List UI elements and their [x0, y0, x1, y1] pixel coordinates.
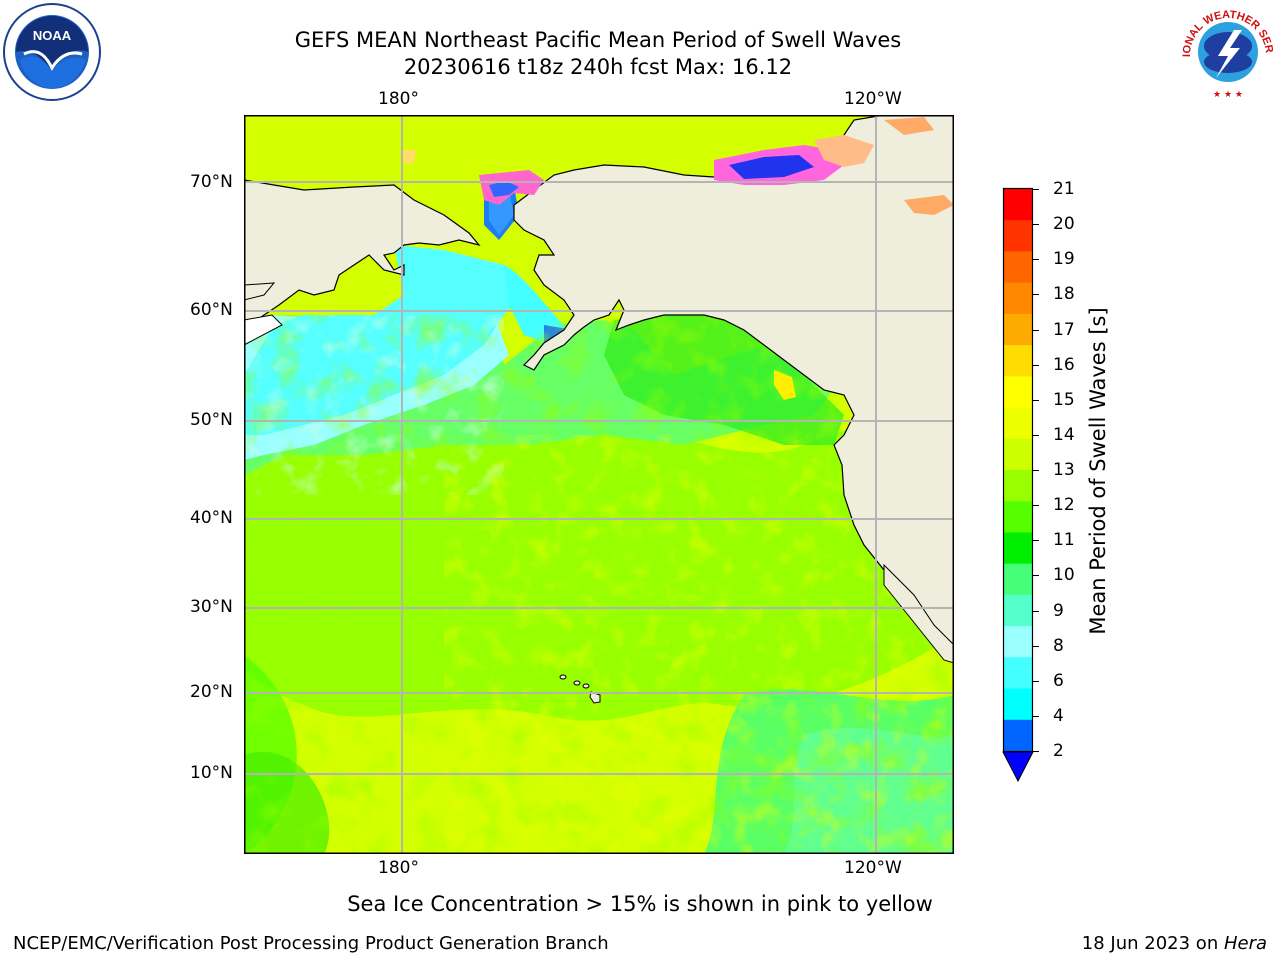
colorbar-tick	[1033, 224, 1039, 226]
colorbar-tick	[1033, 575, 1039, 577]
colorbar-tick-label: 8	[1053, 635, 1064, 656]
colorbar-tick	[1033, 505, 1039, 507]
colorbar-segment	[1004, 719, 1032, 752]
colorbar-tick-label: 2	[1053, 741, 1064, 761]
colorbar-tick-label: 4	[1053, 705, 1064, 726]
colorbar-segment	[1004, 282, 1032, 315]
colorbar-tick-label: 18	[1053, 284, 1075, 305]
colorbar-label: Mean Period of Swell Waves [s]	[1086, 307, 1110, 635]
map-gridlines	[244, 115, 954, 854]
colorbar-segment	[1004, 501, 1032, 533]
colorbar-segment	[1004, 626, 1032, 658]
colorbar-segment	[1004, 407, 1032, 440]
colorbar-tick-label: 9	[1053, 600, 1064, 621]
lon-label-bottom-180: 180°	[378, 858, 419, 878]
lat-label-30n: 30°N	[190, 597, 233, 617]
footer-date-text: 18 Jun 2023 on	[1081, 933, 1224, 954]
lat-label-60n: 60°N	[190, 300, 233, 320]
colorbar-segment	[1004, 470, 1032, 502]
sea-ice-note: Sea Ice Concentration > 15% is shown in …	[347, 892, 933, 916]
colorbar-tick	[1033, 751, 1039, 752]
footer-credit: NCEP/EMC/Verification Post Processing Pr…	[13, 933, 609, 954]
lon-label-top-180: 180°	[378, 89, 419, 109]
map-subtitle: 20230616 t18z 240h fcst Max: 16.12	[403, 55, 793, 79]
colorbar-tick-label: 12	[1053, 495, 1075, 516]
colorbar-segment	[1004, 313, 1032, 346]
colorbar-segment	[1004, 563, 1032, 596]
colorbar-tick	[1033, 434, 1039, 436]
colorbar-tick	[1033, 470, 1039, 471]
nws-logo: NATIONAL WEATHER SERVICE ★ ★ ★	[1178, 2, 1276, 100]
colorbar-segment	[1004, 251, 1032, 284]
colorbar-tick	[1033, 540, 1039, 542]
lat-label-70n: 70°N	[190, 172, 233, 192]
colorbar-segment	[1004, 594, 1032, 627]
colorbar-segment	[1004, 220, 1032, 252]
lat-label-20n: 20°N	[190, 682, 233, 702]
colorbar-segment	[1004, 189, 1032, 221]
colorbar-tick-label: 20	[1053, 214, 1075, 235]
colorbar-tick-label: 6	[1053, 670, 1064, 691]
colorbar-tick-label: 11	[1053, 530, 1075, 551]
colorbar-tick-label: 19	[1053, 249, 1075, 270]
colorbar-segment	[1004, 438, 1032, 471]
colorbar-tick	[1033, 399, 1039, 401]
colorbar-tick-label: 13	[1053, 460, 1075, 480]
colorbar-segment	[1004, 532, 1032, 565]
lat-label-10n: 10°N	[190, 763, 233, 783]
colorbar-tick	[1033, 329, 1039, 331]
colorbar-segment	[1004, 345, 1032, 377]
lat-label-40n: 40°N	[190, 508, 233, 528]
lon-label-top-120w: 120°W	[844, 89, 902, 109]
colorbar-tick	[1033, 259, 1039, 261]
colorbar-tick	[1033, 680, 1039, 682]
svg-text:★ ★ ★: ★ ★ ★	[1213, 90, 1243, 100]
colorbar-tick	[1033, 294, 1039, 296]
colorbar-segment	[1004, 688, 1032, 721]
map-title: GEFS MEAN Northeast Pacific Mean Period …	[294, 28, 902, 52]
colorbar-tick-label: 21	[1053, 179, 1075, 199]
colorbar-segment	[1004, 657, 1032, 690]
colorbar	[1002, 187, 1034, 783]
colorbar-tick	[1033, 610, 1039, 612]
hawaii-islands	[559, 674, 601, 704]
swell-period-map	[244, 115, 954, 854]
colorbar-extend-triangle	[1002, 751, 1034, 783]
noaa-logo: NOAA	[3, 3, 101, 101]
colorbar-tick-label: 17	[1053, 319, 1075, 340]
colorbar-tick	[1033, 715, 1039, 717]
colorbar-tick-label: 10	[1053, 565, 1075, 586]
colorbar-tick-label: 14	[1053, 424, 1075, 445]
colorbar-segment	[1004, 376, 1032, 409]
colorbar-tick-label: 16	[1053, 354, 1075, 375]
footer-date: 18 Jun 2023 on Hera	[1082, 933, 1267, 954]
colorbar-tick	[1033, 189, 1039, 190]
colorbar-tick	[1033, 364, 1039, 366]
colorbar-tick-label: 15	[1053, 389, 1075, 410]
footer-host: Hera	[1223, 933, 1267, 954]
noaa-logo-text: NOAA	[33, 28, 72, 43]
colorbar-tick	[1033, 645, 1039, 647]
lat-label-50n: 50°N	[190, 410, 233, 430]
lon-label-bottom-120w: 120°W	[844, 858, 902, 878]
